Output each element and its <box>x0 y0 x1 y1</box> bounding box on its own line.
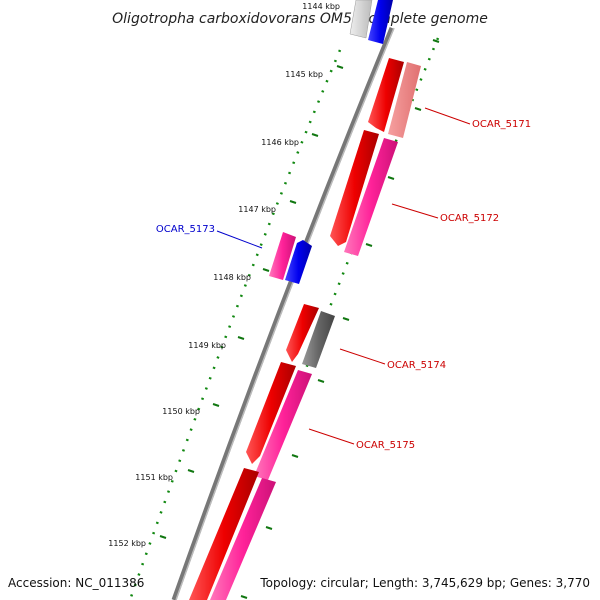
gene-ocar-5173-cds[interactable] <box>285 240 312 284</box>
tick-label-1145: 1145 kbp <box>285 70 323 79</box>
gene-ocar-5171-cds[interactable] <box>368 58 404 132</box>
gene-ocar-5172-rna[interactable] <box>344 138 398 256</box>
gene-label-ocar-5175[interactable]: OCAR_5175 <box>356 440 415 451</box>
accession-text: Accession: NC_011386 <box>8 576 145 590</box>
tick-label-1151: 1151 kbp <box>135 473 173 482</box>
genome-backbone <box>171 27 395 600</box>
callout-ocar-5172: OCAR_5172 <box>391 203 499 224</box>
gene-label-ocar-5174[interactable]: OCAR_5174 <box>387 360 446 371</box>
tick-label-1149: 1149 kbp <box>188 341 226 350</box>
callout-ocar-5171: OCAR_5171 <box>424 107 531 130</box>
gene-label-ocar-5173[interactable]: OCAR_5173 <box>156 224 215 235</box>
tick-label-1147: 1147 kbp <box>238 205 276 214</box>
callout-ocar-5174: OCAR_5174 <box>339 348 446 371</box>
gene-ocar-5174-cds[interactable] <box>286 304 319 362</box>
callout-ocar-5175: OCAR_5175 <box>308 428 415 451</box>
tick-label-1152: 1152 kbp <box>108 539 146 548</box>
map-title: Oligotropha carboxidovorans OM5, complet… <box>112 11 488 27</box>
tick-label-1150: 1150 kbp <box>162 407 200 416</box>
gene-label-ocar-5171[interactable]: OCAR_5171 <box>472 119 531 130</box>
tick-label-1144: 1144 kbp <box>302 2 340 11</box>
gene-label-ocar-5172[interactable]: OCAR_5172 <box>440 213 499 224</box>
topology-text: Topology: circular; Length: 3,745,629 bp… <box>260 576 590 590</box>
gene-ocar-5171-rna[interactable] <box>388 62 421 138</box>
gene-ocar-5174-other[interactable] <box>302 311 335 368</box>
kbp-ticks <box>159 39 440 599</box>
gene-ocar-5172-cds[interactable] <box>330 130 379 246</box>
callout-ocar-5173: OCAR_5173 <box>156 224 263 249</box>
tick-label-1146: 1146 kbp <box>261 138 299 147</box>
gene-bottom-rna[interactable] <box>210 478 276 600</box>
feature-top-cut <box>349 0 393 44</box>
gene-ocar-5173-rna[interactable] <box>269 232 296 280</box>
gene-ocar-5175-cds[interactable] <box>246 362 296 464</box>
tick-label-1148: 1148 kbp <box>213 273 251 282</box>
gene-bottom-cds[interactable] <box>189 468 259 600</box>
gene-ocar-5175-rna[interactable] <box>254 370 312 480</box>
